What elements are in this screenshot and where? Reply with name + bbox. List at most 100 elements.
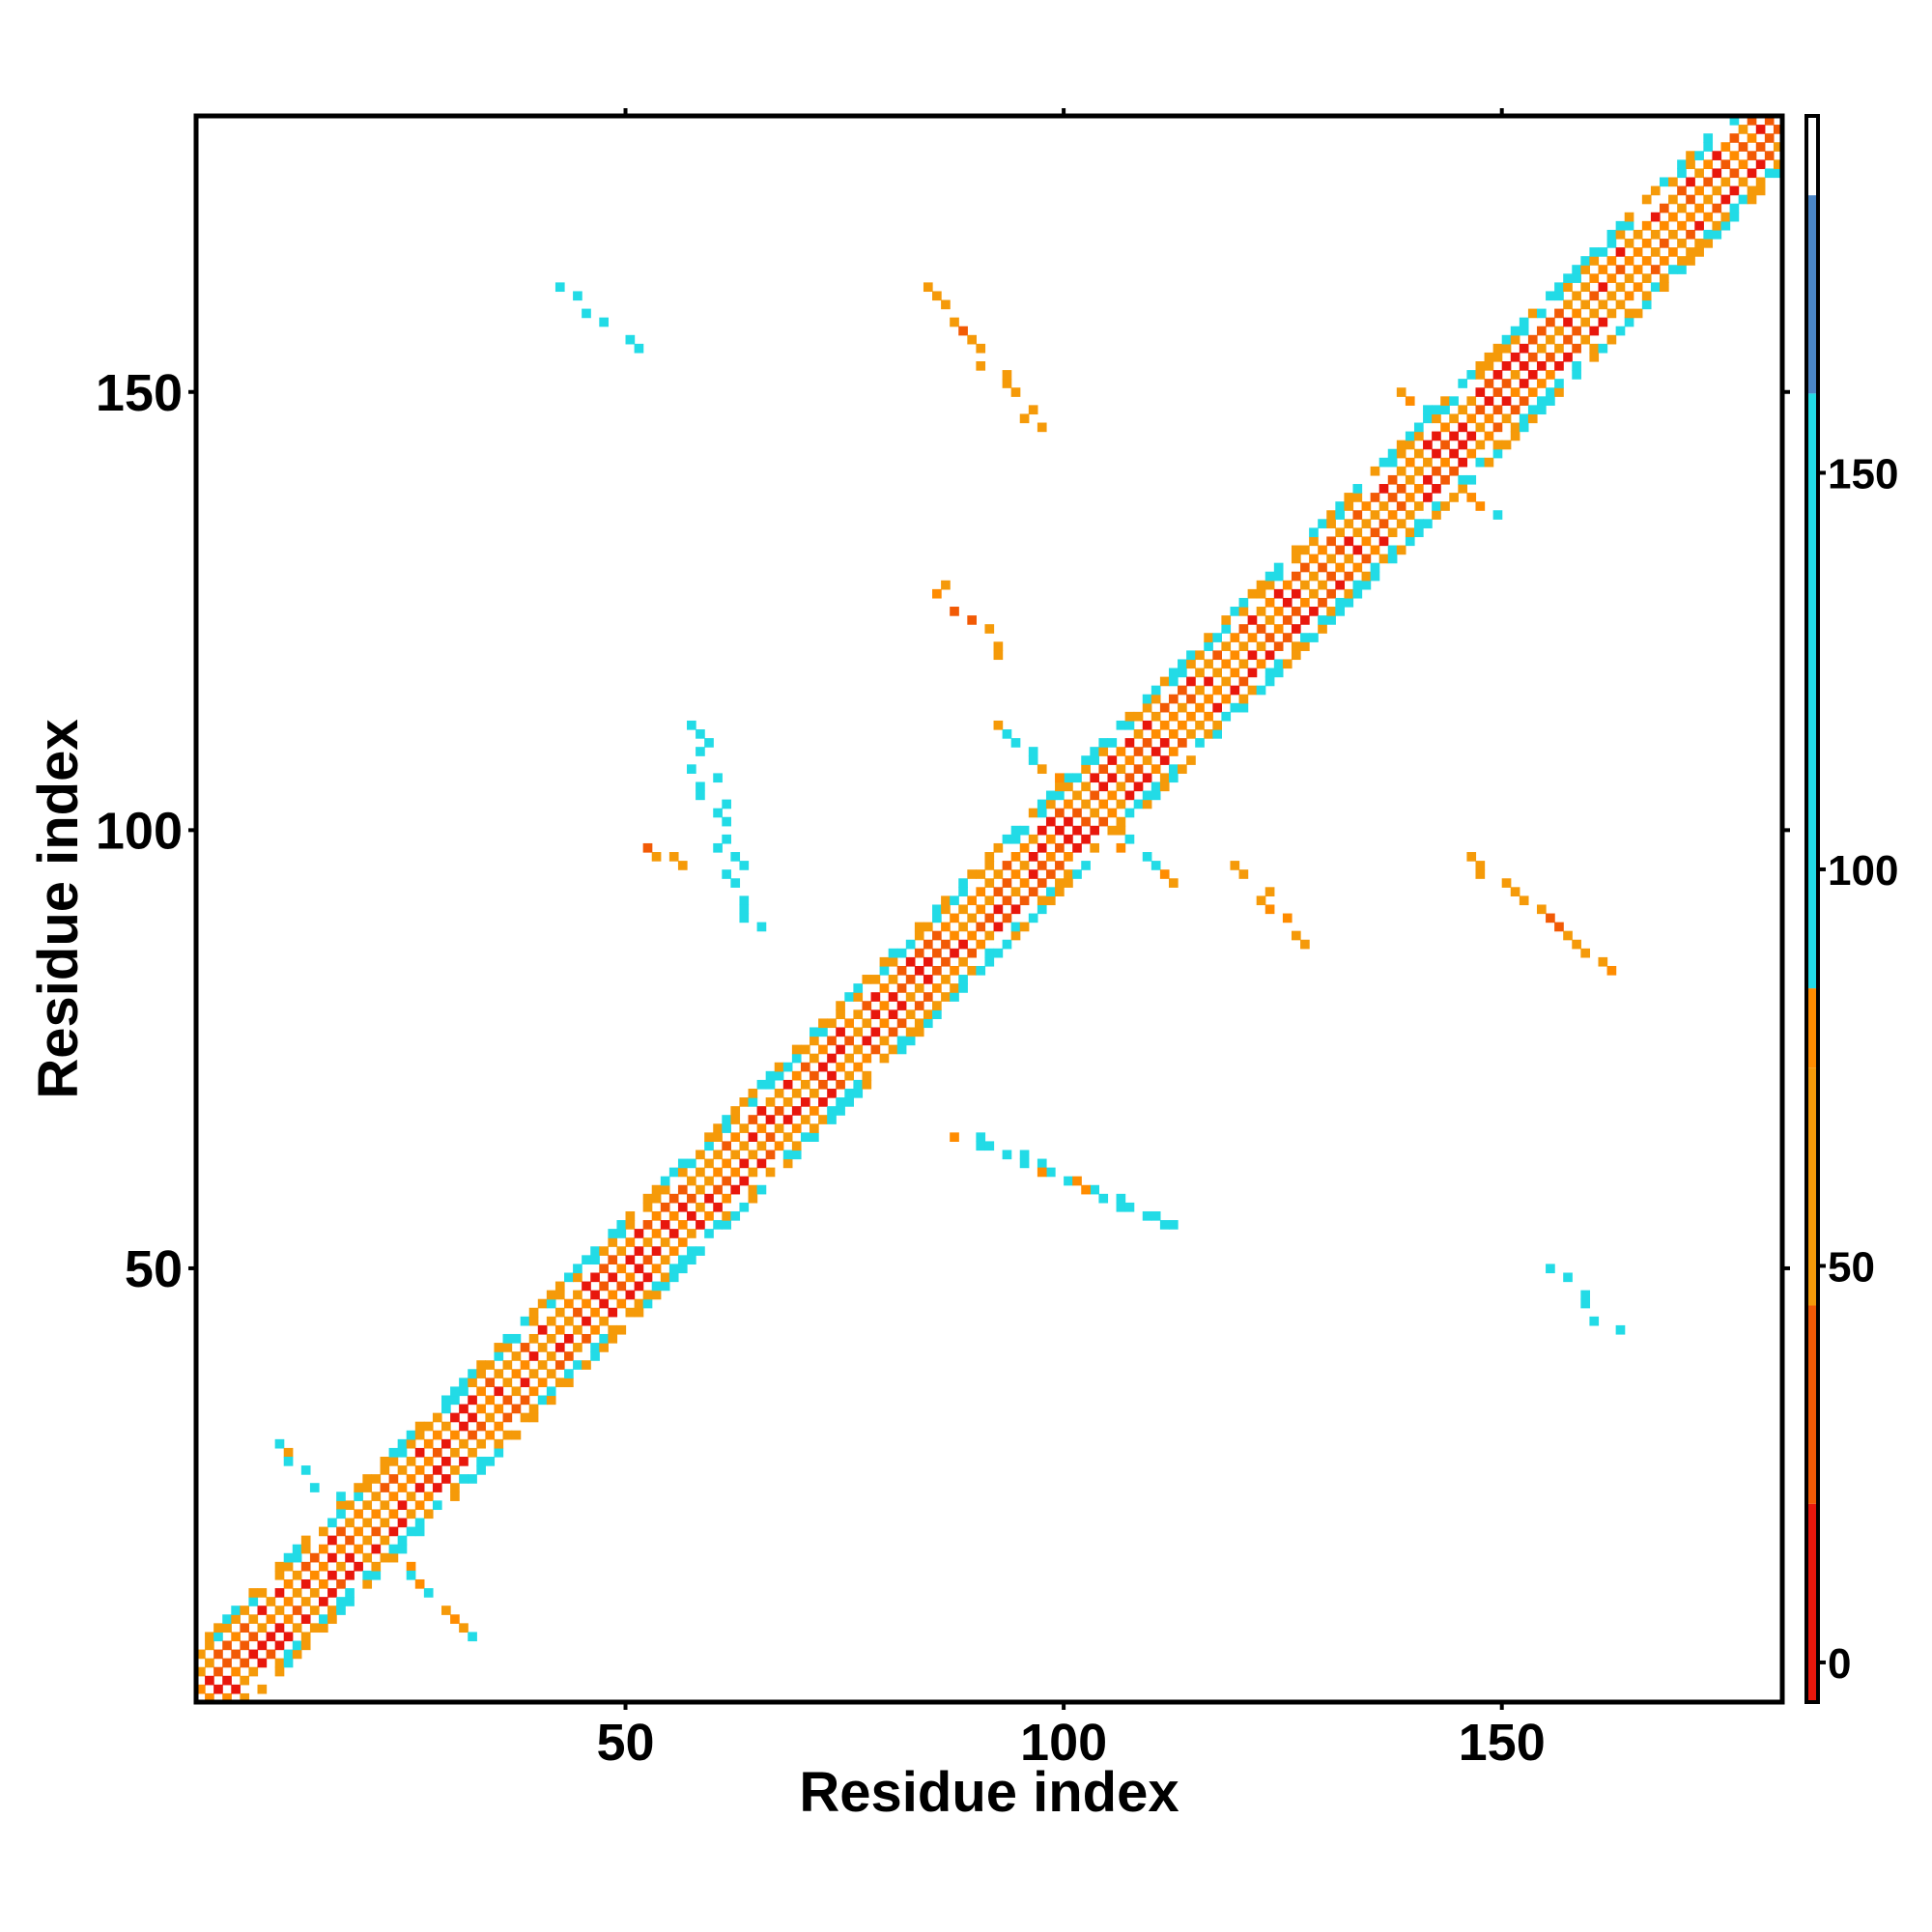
heatmap-cell [1238, 702, 1249, 713]
heatmap-cell [573, 291, 582, 301]
heatmap-cell [696, 1150, 705, 1160]
heatmap-cell [1484, 352, 1494, 362]
heatmap-cell [1396, 484, 1406, 494]
heatmap-cell [1081, 755, 1091, 765]
heatmap-cell [730, 1132, 741, 1142]
heatmap-cell [660, 1237, 670, 1247]
heatmap-cell [590, 1324, 600, 1335]
heatmap-cell [791, 1123, 802, 1133]
heatmap-cell [309, 1623, 320, 1634]
heatmap-cell [1142, 755, 1152, 765]
heatmap-cell [1449, 493, 1459, 502]
heatmap-cell [1659, 282, 1669, 293]
heatmap-cell [1712, 220, 1722, 231]
heatmap-cell [748, 1115, 758, 1124]
heatmap-cell [870, 975, 881, 984]
heatmap-cell [941, 299, 951, 310]
heatmap-cell [1247, 668, 1258, 678]
heatmap-cell [1142, 773, 1152, 783]
heatmap-cell [687, 1255, 696, 1265]
heatmap-cell [1133, 764, 1144, 774]
heatmap-cell [1501, 440, 1512, 450]
heatmap-cell [1090, 747, 1099, 756]
heatmap-cell [1256, 895, 1266, 906]
heatmap-cell [292, 1544, 302, 1554]
heatmap-cell [1352, 527, 1363, 538]
heatmap-cell [1641, 220, 1652, 231]
heatmap-cell [782, 1158, 793, 1169]
heatmap-cell [1010, 387, 1021, 397]
heatmap-cell [1124, 790, 1135, 801]
heatmap-cell [696, 747, 705, 756]
heatmap-cell [660, 1220, 670, 1230]
heatmap-cell [1563, 282, 1573, 293]
heatmap-cell [1624, 239, 1634, 248]
y-tick-label: 100 [96, 802, 183, 860]
heatmap-cell [1072, 808, 1082, 818]
heatmap-cell [853, 1044, 864, 1055]
heatmap-cell [1413, 448, 1424, 459]
heatmap-cell [1090, 808, 1099, 818]
heatmap-cell [240, 1658, 250, 1668]
heatmap-cell [1703, 177, 1714, 187]
heatmap-cell [730, 1210, 741, 1221]
heatmap-cell [468, 1474, 477, 1484]
heatmap-cell [1124, 755, 1135, 765]
heatmap-cell [722, 1123, 731, 1133]
heatmap-cell [1335, 510, 1346, 520]
heatmap-cell [1475, 457, 1486, 468]
heatmap-cell [616, 1264, 627, 1274]
heatmap-cell [1641, 256, 1652, 266]
heatmap-cell [1466, 396, 1477, 406]
heatmap-cell [388, 1456, 399, 1466]
heatmap-cell [1178, 659, 1187, 669]
heatmap-cell [1729, 203, 1740, 213]
heatmap-cell [1361, 580, 1372, 590]
heatmap-cell [494, 1421, 504, 1432]
heatmap-cell [1352, 580, 1363, 590]
heatmap-cell [1440, 422, 1450, 433]
heatmap-cell [1729, 168, 1740, 179]
heatmap-cell [1492, 352, 1503, 362]
heatmap-cell [1492, 405, 1503, 415]
heatmap-cell [1212, 685, 1222, 696]
heatmap-cell [1045, 852, 1056, 862]
heatmap-cell [1326, 554, 1336, 564]
heatmap-cell [1378, 501, 1389, 511]
heatmap-cell [345, 1597, 355, 1606]
heatmap-cell [730, 1167, 741, 1178]
heatmap-cell [905, 1036, 916, 1046]
heatmap-cell [274, 1561, 285, 1572]
heatmap-cell [300, 1578, 311, 1589]
heatmap-cell [1028, 852, 1038, 862]
heatmap-cell [1694, 151, 1704, 160]
heatmap-cell [1370, 466, 1380, 476]
heatmap-cell [1352, 493, 1363, 502]
heatmap-cell [450, 1430, 460, 1440]
heatmap-cell [1519, 413, 1529, 424]
heatmap-cell [1624, 273, 1634, 283]
heatmap-cell [1098, 764, 1109, 774]
heatmap-cell [1116, 1202, 1126, 1212]
heatmap-cell [1178, 738, 1187, 748]
heatmap-cell [1686, 256, 1695, 266]
heatmap-cell [765, 1132, 776, 1142]
heatmap-cell [879, 983, 890, 993]
heatmap-cell [1151, 790, 1161, 801]
heatmap-cell [1598, 247, 1608, 257]
heatmap-cell [528, 1316, 539, 1326]
heatmap-cell [1572, 343, 1581, 354]
heatmap-cell [319, 1623, 328, 1634]
heatmap-cell [1546, 913, 1555, 923]
heatmap-cell [231, 1684, 241, 1694]
heatmap-cell [1335, 527, 1346, 538]
heatmap-cell [774, 1070, 784, 1081]
heatmap-cell [476, 1360, 486, 1370]
heatmap-cell [1151, 747, 1161, 756]
heatmap-cell [485, 1378, 496, 1388]
heatmap-cell [537, 1298, 548, 1309]
heatmap-cell [1396, 466, 1406, 476]
heatmap-cell [687, 1229, 696, 1238]
heatmap-cell [1510, 334, 1520, 345]
heatmap-cell [668, 1246, 679, 1256]
